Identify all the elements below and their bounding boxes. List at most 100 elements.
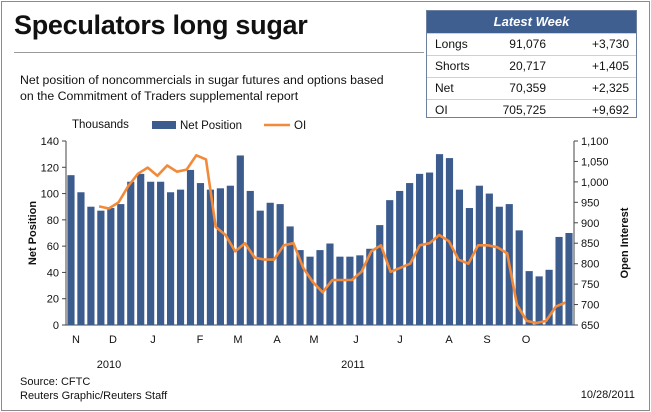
source-note: Source: CFTC Reuters Graphic/Reuters Sta… — [20, 375, 167, 403]
y-tick-label: 60 — [47, 241, 59, 253]
net-position-bar — [396, 190, 404, 325]
x-tick-label: M — [233, 334, 242, 346]
row-value: 705,725 — [502, 103, 546, 117]
net-position-bar — [525, 271, 533, 325]
latest-week-row: Shorts 20,717 +1,405 — [427, 55, 636, 77]
net-position-bar — [107, 208, 115, 325]
row-label: OI — [435, 103, 448, 117]
x-tick-label: J — [397, 334, 403, 346]
legend-label-oi: OI — [294, 120, 306, 132]
y-tick-label: 40 — [47, 267, 59, 279]
x-tick-label: M — [309, 334, 318, 346]
net-position-bar — [485, 193, 493, 325]
net-position-bar — [386, 200, 394, 325]
row-change: +2,325 — [591, 81, 629, 95]
y2-tick-label: 950 — [581, 197, 599, 209]
row-value: 91,076 — [509, 37, 546, 51]
x-tick-label: O — [522, 334, 531, 346]
year-label: 2010 — [97, 359, 121, 371]
oi-line — [98, 154, 567, 325]
net-position-bar — [356, 255, 364, 325]
y-axis-title: Net Position — [27, 201, 39, 265]
net-position-bar — [147, 181, 155, 325]
net-position-bar — [196, 183, 205, 325]
net-position-bar — [176, 189, 185, 325]
row-label: Shorts — [435, 59, 470, 73]
x-tick-label: J — [353, 334, 359, 346]
net-position-bar — [565, 233, 573, 325]
latest-week-title: Latest Week — [427, 11, 636, 33]
x-tick-label: N — [72, 334, 80, 346]
latest-week-panel: Latest Week Longs 91,076 +3,730 Shorts 2… — [426, 10, 637, 118]
net-position-bar — [555, 236, 563, 325]
net-position-bar — [77, 192, 85, 325]
y2-tick-label: 700 — [581, 300, 599, 312]
latest-week-row: Longs 91,076 +3,730 — [427, 33, 636, 55]
net-position-bar — [226, 185, 234, 325]
net-position-bar — [366, 248, 374, 325]
y2-tick-label: 650 — [581, 320, 599, 332]
row-change: +9,692 — [591, 103, 629, 117]
y-tick-label: 140 — [41, 136, 59, 148]
y2-axis-title: Open Interest — [619, 207, 631, 278]
net-position-bar — [465, 208, 473, 325]
legend-label-net-position: Net Position — [180, 120, 242, 132]
net-position-bar — [495, 206, 503, 325]
net-position-bar — [425, 172, 434, 325]
x-tick-label: A — [445, 334, 453, 346]
latest-week-row: Net 70,359 +2,325 — [427, 77, 636, 99]
y2-tick-label: 750 — [581, 279, 599, 291]
net-position-bar — [535, 276, 543, 325]
y2-tick-label: 800 — [581, 259, 599, 271]
net-position-bar — [256, 210, 264, 325]
net-position-bar — [515, 230, 523, 325]
y-tick-label: 80 — [47, 215, 59, 227]
y-tick-label: 0 — [53, 320, 59, 332]
net-position-bar — [286, 226, 294, 325]
latest-week-row: OI 705,725 +9,692 — [427, 99, 636, 121]
net-position-bar — [376, 225, 384, 325]
net-position-bar — [236, 155, 244, 325]
net-position-bar — [127, 181, 135, 325]
net-position-bar — [87, 206, 95, 325]
x-tick-label: F — [197, 334, 204, 346]
title-divider — [14, 52, 424, 53]
net-position-bar — [406, 183, 414, 325]
y2-tick-label: 1,100 — [581, 136, 609, 148]
y-tick-label: 20 — [47, 294, 59, 306]
y2-tick-label: 850 — [581, 238, 599, 250]
legend-swatch-net-position — [152, 121, 176, 129]
net-position-bar — [216, 188, 224, 325]
x-tick-label: D — [109, 334, 117, 346]
net-position-bar — [545, 269, 553, 325]
net-position-bar — [117, 204, 125, 325]
net-position-bar — [455, 189, 464, 325]
y2-tick-label: 1,050 — [581, 156, 609, 168]
y2-tick-label: 900 — [581, 218, 599, 230]
year-label: 2011 — [341, 359, 365, 371]
row-value: 70,359 — [509, 81, 546, 95]
net-position-bar — [246, 190, 254, 325]
net-position-bar — [416, 173, 424, 325]
row-label: Longs — [435, 37, 468, 51]
row-value: 20,717 — [509, 59, 546, 73]
net-position-bar — [346, 256, 354, 325]
y-tick-label: 120 — [41, 162, 59, 174]
net-position-bar — [206, 189, 215, 325]
credit-text: Reuters Graphic/Reuters Staff — [20, 390, 168, 402]
chart-title: Speculators long sugar — [14, 10, 308, 40]
net-position-bar — [296, 250, 304, 325]
row-change: +1,405 — [591, 59, 629, 73]
row-label: Net — [435, 81, 454, 95]
x-tick-label: A — [273, 334, 281, 346]
y-tick-label: 100 — [41, 189, 59, 201]
net-position-bar — [316, 250, 324, 325]
net-position-bar — [167, 192, 175, 325]
x-tick-label: J — [150, 334, 156, 346]
source-text: Source: CFTC — [20, 376, 91, 388]
row-change: +3,730 — [591, 37, 629, 51]
x-tick-label: S — [483, 334, 490, 346]
net-position-bar — [276, 204, 284, 325]
units-label: Thousands — [72, 119, 129, 131]
